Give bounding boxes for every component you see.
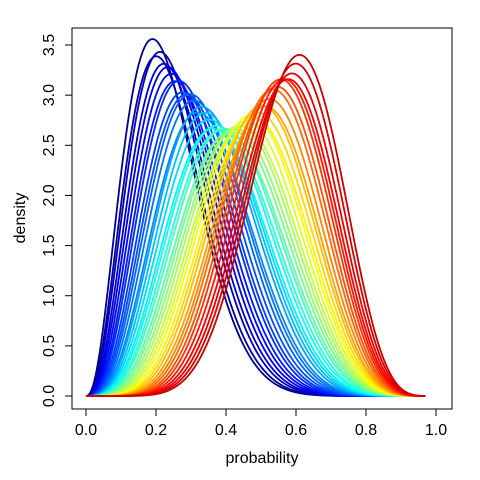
y-axis: 0.0 0.5 1.0 1.5 2.0 2.5 3.0 3.5	[41, 34, 73, 407]
density-curve	[86, 125, 426, 397]
y-tick-label: 3.5	[41, 34, 58, 56]
y-tick-label: 0.0	[41, 385, 58, 407]
density-curve	[86, 53, 426, 397]
x-axis-title: probability	[226, 450, 299, 467]
x-tick-label: 1.0	[425, 422, 447, 439]
y-axis-title: density	[12, 193, 29, 244]
y-tick-label: 2.5	[41, 134, 58, 156]
y-tick-label: 1.0	[41, 284, 58, 306]
x-tick-label: 0.6	[285, 422, 307, 439]
y-tick-label: 0.5	[41, 335, 58, 357]
density-curve	[86, 98, 426, 397]
y-tick-label: 2.0	[41, 184, 58, 206]
y-tick-label: 1.5	[41, 234, 58, 256]
density-curve	[86, 129, 426, 397]
y-tick-label: 3.0	[41, 84, 58, 106]
x-tick-label: 0.0	[75, 422, 97, 439]
density-curves	[85, 38, 426, 397]
x-axis: 0.0 0.2 0.4 0.6 0.8 1.0	[75, 408, 447, 439]
x-tick-label: 0.8	[355, 422, 377, 439]
x-tick-label: 0.4	[215, 422, 237, 439]
density-curve	[86, 88, 426, 397]
x-tick-label: 0.2	[145, 422, 167, 439]
